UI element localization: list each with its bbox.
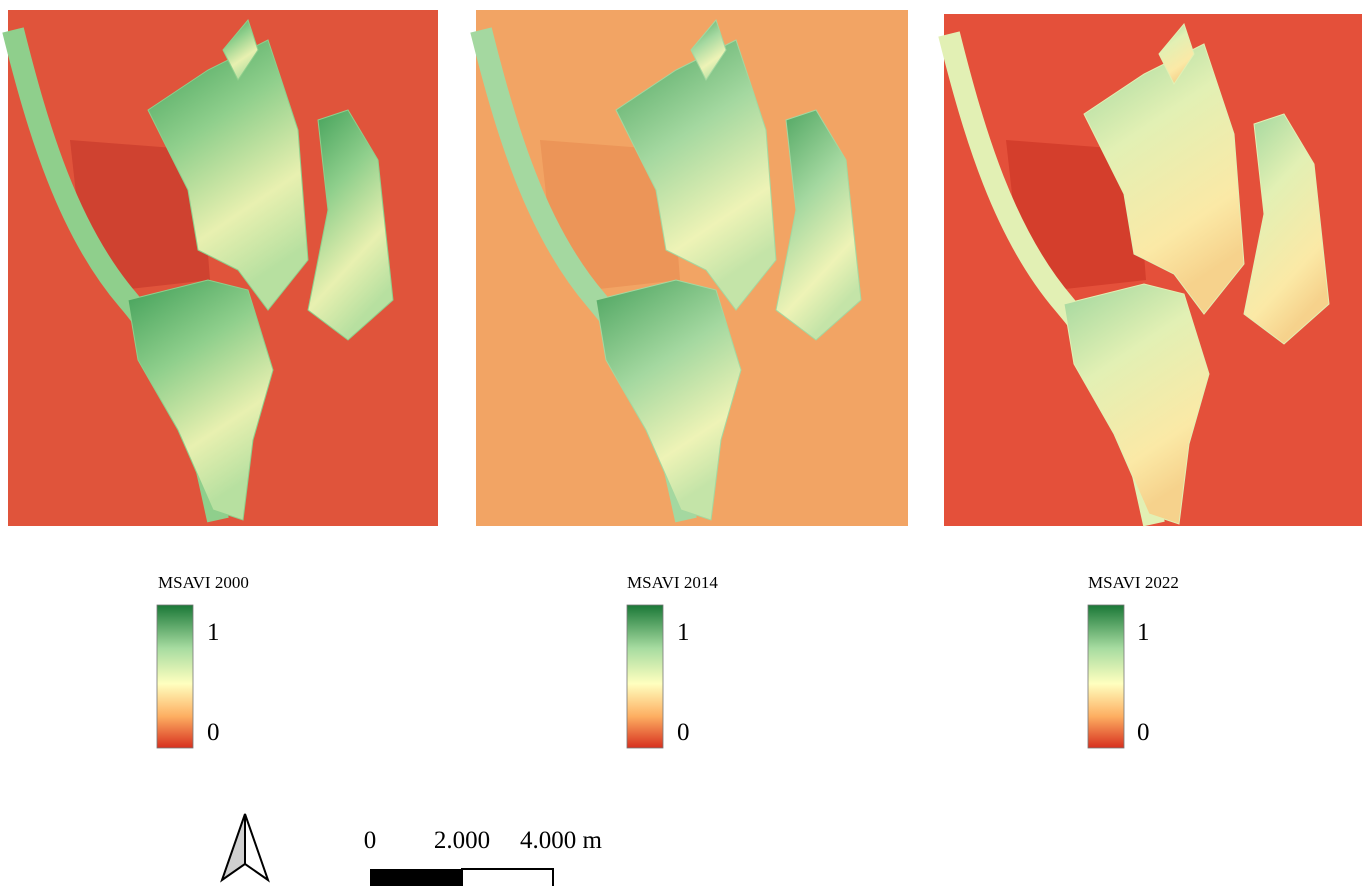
scale-bar: 0 2.000 4.000 m: [364, 827, 603, 886]
scale-label: 0: [364, 827, 377, 854]
scale-segment: [462, 869, 553, 886]
legend-min: 0: [677, 719, 690, 746]
body: MSAVI 2000 1 0 MSAVI 2014 1 0 MSAVI 2022…: [0, 0, 1368, 886]
map-panel: [476, 10, 908, 526]
legend-max: 1: [677, 619, 690, 646]
legend-min: 0: [207, 719, 220, 746]
legend-min: 0: [1137, 719, 1150, 746]
legend-max: 1: [207, 619, 220, 646]
color-bar: [627, 605, 663, 748]
arrow-left: [222, 814, 245, 880]
legend: MSAVI 2000 1 0: [157, 573, 249, 748]
color-bar: [157, 605, 193, 748]
map-panel: [8, 10, 438, 526]
legend-title: MSAVI 2000: [158, 573, 249, 592]
arrow-right: [245, 814, 268, 880]
legend-title: MSAVI 2022: [1088, 573, 1179, 592]
scale-segment: [370, 869, 462, 886]
legend: MSAVI 2022 1 0: [1088, 573, 1179, 748]
legend: MSAVI 2014 1 0: [627, 573, 718, 748]
north-arrow: [222, 814, 268, 880]
color-bar: [1088, 605, 1124, 748]
figure: MSAVI 2000 1 0 MSAVI 2014 1 0 MSAVI 2022…: [0, 0, 1368, 886]
legend-title: MSAVI 2014: [627, 573, 718, 592]
scale-label: 2.000: [434, 827, 490, 854]
map-panel: [944, 14, 1362, 526]
legend-max: 1: [1137, 619, 1150, 646]
page: MSAVI maps {"panels": [ {"legend": {"tit…: [0, 0, 1368, 886]
scale-label: 4.000 m: [520, 827, 603, 854]
